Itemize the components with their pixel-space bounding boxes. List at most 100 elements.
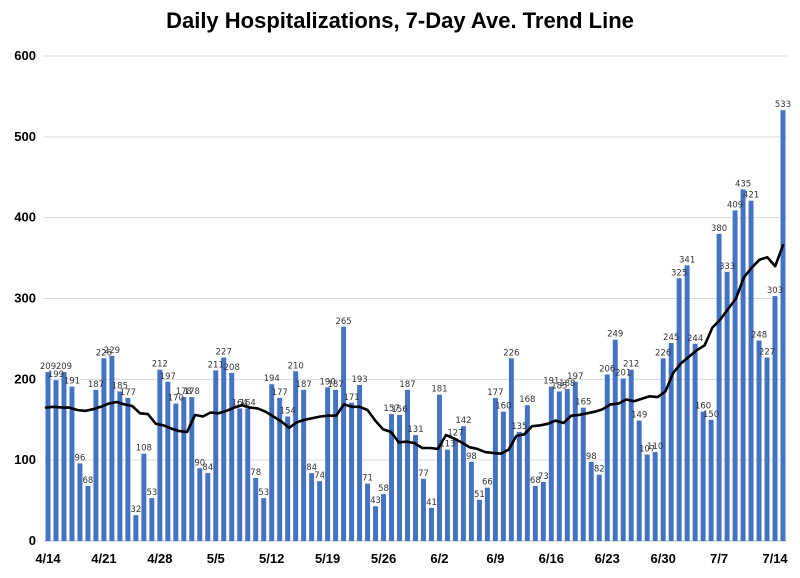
bar-0: [45, 372, 51, 541]
bar-23: [229, 372, 235, 541]
bar-15: [165, 381, 171, 541]
bar-25: [245, 408, 251, 541]
bar-label-4: 96: [75, 453, 86, 463]
bar-label-33: 84: [306, 463, 317, 473]
bar-label-83: 150: [703, 410, 719, 420]
bar-48: [429, 507, 434, 541]
bar-28: [269, 384, 275, 541]
bar-label-52: 142: [455, 416, 471, 426]
bar-41: [373, 506, 379, 541]
bar-65: [564, 389, 570, 541]
bar-label-62: 73: [538, 472, 549, 482]
bar-9: [117, 391, 123, 541]
bar-label-85: 333: [719, 262, 735, 272]
bar-6: [93, 389, 99, 541]
bar-20: [205, 473, 211, 541]
bar-label-50: 113: [439, 440, 455, 450]
bar-label-53: 98: [466, 452, 477, 462]
bar-66: [572, 381, 578, 541]
x-axis-tick-labels: 4/14 4/21 4/28 5/5 5/12 5/19 5/26 6/2 6/9 6/16 6/2…: [35, 551, 788, 566]
bar-label-22: 227: [216, 348, 232, 358]
x-tick-label-3: 5/5: [207, 551, 225, 566]
bar-label-63: 191: [543, 377, 559, 387]
bar-label-71: 249: [607, 330, 623, 340]
bar-label-24: 164: [232, 398, 248, 408]
bar-4: [77, 463, 83, 541]
bar-label-26: 78: [250, 468, 261, 478]
bar-52: [460, 426, 466, 541]
bar-label-67: 165: [575, 398, 591, 408]
bar-72: [620, 378, 626, 541]
bar-label-12: 108: [136, 444, 152, 454]
bar-82: [700, 411, 706, 541]
bar-label-84: 380: [711, 224, 727, 234]
bar-43: [389, 414, 395, 541]
bar-37: [341, 326, 347, 541]
bar-label-79: 325: [671, 268, 687, 278]
bar-12: [141, 453, 147, 541]
x-tick-label-1: 4/21: [91, 551, 116, 566]
bar-label-23: 208: [224, 363, 240, 373]
bar-5: [85, 486, 91, 541]
bar-label-70: 206: [599, 364, 615, 374]
x-tick-label-6: 5/26: [371, 551, 396, 566]
bar-label-14: 212: [152, 360, 168, 370]
bar-49: [436, 394, 442, 541]
x-tick-label-13: 7/14: [762, 551, 788, 566]
trend-line-series: [44, 243, 785, 456]
bar-11: [133, 515, 139, 541]
bar-label-1: 199: [48, 370, 64, 380]
bar-label-56: 177: [487, 388, 503, 398]
bar-45: [405, 389, 410, 541]
x-tick-label-11: 6/30: [651, 551, 676, 566]
bar-label-89: 248: [751, 331, 767, 341]
y-tick-label-0: 0: [29, 533, 36, 548]
bar-label-40: 71: [362, 474, 373, 484]
bar-data-labels: 2091992091919668187226229185177321085321…: [40, 100, 791, 515]
bar-60: [524, 405, 530, 541]
y-tick-label-100: 100: [14, 452, 36, 467]
bar-label-72: 201: [615, 369, 631, 379]
bar-90: [764, 357, 770, 541]
bar-64: [556, 391, 562, 541]
bar-91: [772, 296, 778, 541]
bar-label-30: 154: [280, 407, 296, 417]
bar-86: [732, 210, 738, 541]
bar-83: [708, 419, 714, 541]
x-tick-label-12: 7/7: [710, 551, 728, 566]
bar-label-41: 43: [370, 496, 381, 506]
bar-label-28: 194: [264, 374, 280, 384]
bar-label-7: 226: [96, 348, 112, 358]
bar-label-88: 421: [743, 191, 759, 201]
bar-8: [109, 355, 115, 541]
bar-label-5: 68: [83, 476, 94, 486]
bar-62: [540, 481, 546, 541]
trend-line: [44, 243, 785, 456]
bar-61: [532, 486, 538, 541]
y-tick-label-300: 300: [14, 291, 36, 306]
bar-label-87: 435: [735, 179, 751, 189]
bar-label-76: 110: [647, 442, 663, 452]
bar-76: [652, 452, 658, 541]
bar-label-46: 131: [407, 425, 423, 435]
bar-label-75: 107: [639, 445, 655, 455]
bar-74: [636, 420, 642, 541]
x-tick-label-8: 6/9: [486, 551, 504, 566]
bar-85: [724, 271, 730, 541]
bar-3: [69, 386, 75, 541]
bar-label-61: 68: [530, 476, 541, 486]
bar-35: [325, 387, 331, 541]
bar-label-16: 170: [168, 394, 184, 404]
bar-label-20: 84: [202, 463, 213, 473]
y-tick-label-500: 500: [14, 129, 36, 144]
bar-label-82: 160: [695, 402, 711, 412]
bar-label-78: 245: [663, 333, 679, 343]
bar-label-11: 32: [130, 505, 141, 515]
bar-label-92: 533: [775, 100, 791, 110]
bar-30: [285, 416, 291, 541]
bar-70: [604, 374, 610, 541]
bar-label-34: 74: [314, 471, 325, 481]
bar-31: [293, 371, 299, 541]
y-axis-tick-labels: 0 100 200 300 400 500 600: [14, 48, 36, 548]
